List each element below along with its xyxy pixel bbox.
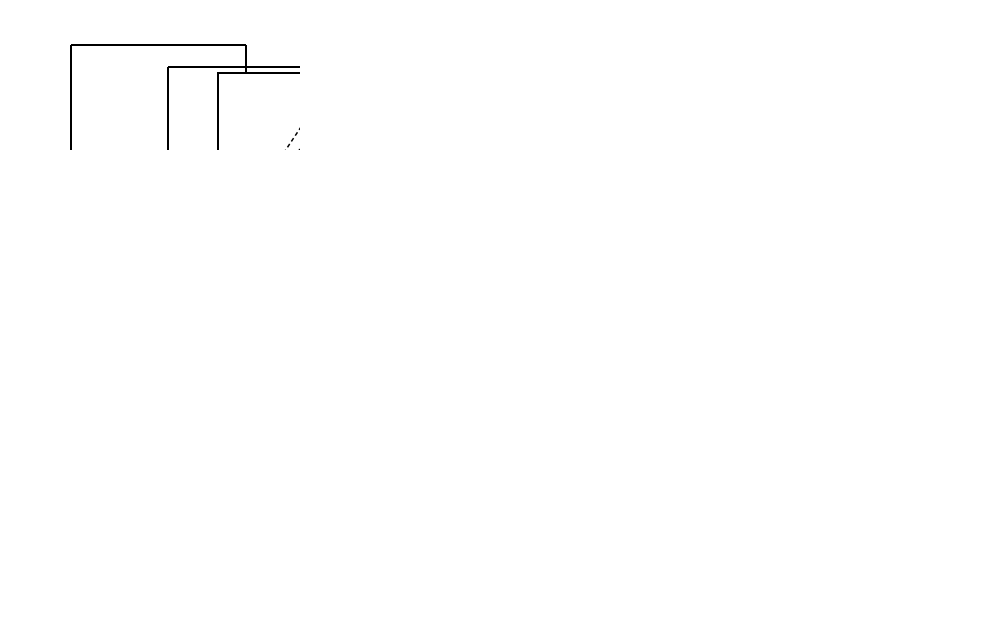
- ozone-contactor: [218, 73, 300, 150]
